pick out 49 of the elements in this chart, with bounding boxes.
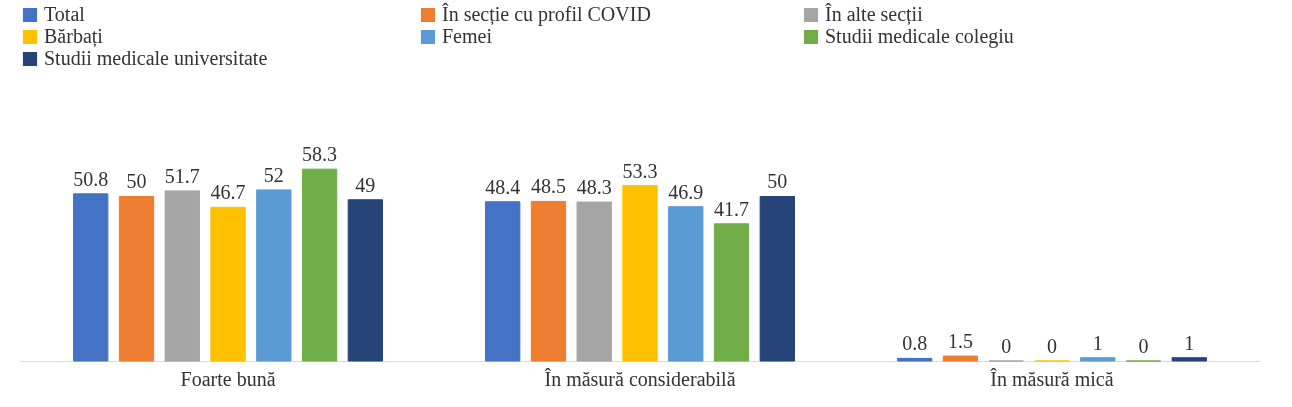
data-label: 41.7	[714, 197, 750, 220]
data-label: 46.7	[210, 181, 246, 204]
bar	[713, 223, 750, 362]
bar	[759, 195, 795, 362]
data-label: 53.3	[622, 159, 658, 182]
data-label: 58.3	[302, 143, 338, 166]
legend-label: În secție cu profil COVID	[442, 3, 651, 26]
bar	[622, 185, 658, 362]
legend-label: Femei	[442, 25, 493, 47]
data-label: 0	[1046, 335, 1057, 357]
bar	[576, 201, 612, 362]
bar	[485, 201, 521, 362]
bar	[1080, 357, 1116, 362]
data-label: 48.4	[485, 175, 521, 198]
data-label: 1	[1092, 331, 1103, 354]
bar	[301, 168, 338, 362]
data-label: 48.3	[576, 176, 612, 199]
legend-label: Total	[44, 3, 86, 25]
data-label: 52	[263, 163, 284, 186]
data-label: 0	[1138, 335, 1149, 357]
bar	[896, 357, 933, 362]
data-label: 50	[126, 170, 147, 193]
bar	[164, 190, 200, 362]
bar	[73, 193, 109, 362]
x-tick-label: În măsură considerabilă	[544, 367, 736, 390]
data-label: 0.8	[902, 332, 928, 355]
data-label: 46.9	[668, 180, 704, 203]
bar	[1171, 357, 1207, 362]
legend-label: Studii medicale colegiu	[825, 25, 1014, 48]
bar	[942, 355, 979, 362]
data-label: 51.7	[164, 164, 200, 187]
data-label: 48.5	[530, 175, 566, 198]
bar	[530, 200, 567, 362]
data-label: 49	[355, 173, 376, 196]
x-tick-label: În măsură mică	[990, 367, 1114, 390]
data-label: 50.8	[73, 167, 109, 190]
bar	[668, 206, 704, 362]
legend-label: Studii medicale universitate	[44, 47, 268, 69]
bar	[256, 189, 292, 362]
data-label: 1.5	[947, 330, 973, 353]
bar	[347, 199, 384, 362]
legend-label: Bărbați	[44, 25, 104, 48]
data-label: 0	[1001, 335, 1012, 357]
data-label: 50	[767, 170, 788, 193]
x-tick-label: Foarte bună	[180, 367, 276, 390]
data-label: 1	[1184, 331, 1195, 354]
legend-label: În alte secții	[825, 3, 924, 26]
bar	[118, 195, 155, 362]
bar	[210, 206, 246, 362]
